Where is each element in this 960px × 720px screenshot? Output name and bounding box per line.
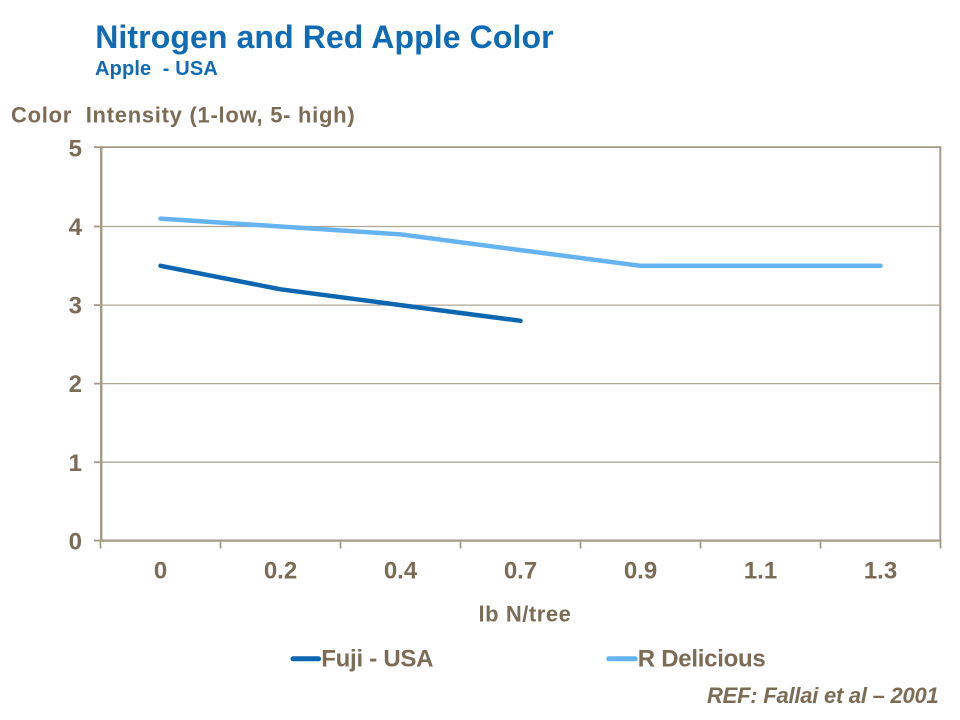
svg-text:3: 3 (69, 293, 82, 320)
svg-text:1: 1 (69, 450, 82, 477)
svg-text:Nitrogen and Red Apple Color: Nitrogen and Red Apple Color (95, 19, 554, 55)
svg-text:1.1: 1.1 (744, 557, 777, 584)
svg-text:Color Intensity (1-low, 5- hi: Color Intensity (1-low, 5- high) (11, 103, 355, 128)
svg-text:lb N/tree: lb N/tree (479, 601, 572, 626)
svg-text:0: 0 (154, 557, 167, 584)
svg-text:0.4: 0.4 (384, 557, 418, 584)
svg-text:0.7: 0.7 (504, 557, 537, 584)
svg-text:0: 0 (69, 528, 82, 555)
svg-text:2: 2 (69, 371, 82, 398)
svg-text:Apple - USA: Apple - USA (95, 58, 218, 80)
svg-text:4: 4 (69, 214, 83, 241)
svg-text:R Delicious: R Delicious (638, 646, 766, 673)
svg-text:0.2: 0.2 (264, 557, 297, 584)
svg-text:1.3: 1.3 (864, 557, 897, 584)
svg-text:5: 5 (69, 136, 82, 163)
svg-text:REF: Fallai et al – 2001: REF: Fallai et al – 2001 (707, 683, 938, 708)
svg-text:0.9: 0.9 (624, 557, 657, 584)
svg-text:Fuji - USA: Fuji - USA (321, 646, 433, 673)
